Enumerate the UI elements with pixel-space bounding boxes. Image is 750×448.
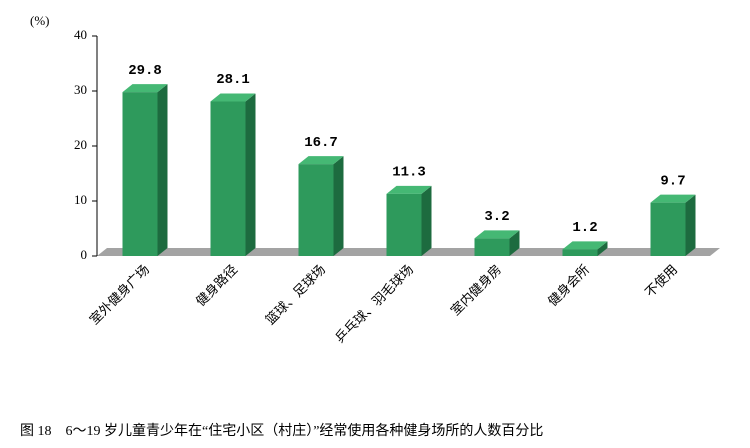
value-label: 16.7 — [304, 135, 338, 151]
bar-top — [122, 84, 168, 93]
bar-top — [650, 194, 696, 203]
bar-top — [474, 230, 520, 239]
x-tick-label: 室外健身广场 — [86, 262, 152, 328]
x-tick-label: 室内健身房 — [448, 262, 505, 319]
bar — [650, 194, 696, 256]
bar-top — [210, 93, 256, 102]
bar-top — [298, 156, 344, 165]
y-axis-label: (%) — [30, 13, 50, 28]
value-label: 9.7 — [660, 173, 685, 189]
bar-side — [333, 156, 344, 256]
value-label: 29.8 — [128, 63, 162, 79]
bar — [474, 230, 520, 256]
value-label: 28.1 — [216, 72, 250, 88]
bar-front — [298, 164, 334, 256]
bar-side — [157, 84, 168, 256]
bar-side — [421, 185, 432, 256]
bar — [122, 84, 168, 256]
value-label: 1.2 — [572, 220, 597, 236]
y-tick-label: 0 — [81, 247, 88, 262]
chart-title: 图 18 6～19 岁儿童青少年在“住宅小区（村庄）”经常使用各种健身场所的人数… — [20, 422, 543, 439]
bar — [210, 93, 256, 256]
bar-front — [650, 202, 686, 256]
bar — [298, 156, 344, 256]
x-tick-label: 不使用 — [642, 262, 680, 300]
value-label: 11.3 — [392, 165, 426, 181]
y-tick-label: 30 — [74, 82, 87, 97]
y-tick-label: 10 — [74, 192, 87, 207]
bar-top — [562, 241, 608, 250]
bar — [386, 185, 432, 256]
bar-side — [245, 93, 256, 256]
x-tick-label: 健身路径 — [193, 262, 240, 309]
bar-side — [597, 241, 608, 256]
bar-top — [386, 185, 432, 194]
bar-front — [210, 101, 246, 256]
y-tick-label: 40 — [74, 27, 87, 42]
bar-front — [562, 249, 598, 256]
bar-front — [122, 92, 158, 256]
value-label: 3.2 — [484, 209, 509, 225]
bar-side — [509, 230, 520, 256]
x-tick-label: 健身会所 — [545, 262, 592, 309]
bar — [562, 241, 608, 256]
bar-front — [474, 238, 510, 256]
x-tick-label: 乒乓球、羽毛球场 — [332, 262, 416, 346]
x-tick-label: 篮球、足球场 — [262, 262, 328, 328]
bar-front — [386, 193, 422, 256]
y-tick-label: 20 — [74, 137, 87, 152]
bar-side — [685, 194, 696, 256]
